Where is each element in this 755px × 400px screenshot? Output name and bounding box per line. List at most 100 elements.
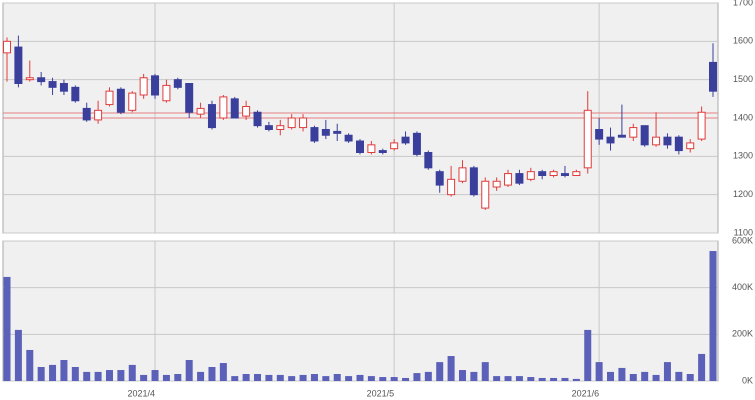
volume-bar xyxy=(709,251,717,381)
volume-bar xyxy=(618,367,626,381)
volume-bar xyxy=(675,371,683,381)
volume-bar xyxy=(49,364,57,381)
y-tick-label: 200K xyxy=(732,329,753,339)
volume-bar xyxy=(641,371,649,381)
volume-bar xyxy=(83,371,91,381)
volume-bar xyxy=(333,374,341,381)
candle-body xyxy=(652,136,661,146)
volume-bar xyxy=(527,377,535,381)
candle-body xyxy=(412,132,421,155)
y-tick-label: 1600 xyxy=(733,36,753,46)
candle-body xyxy=(515,173,524,184)
candle-body xyxy=(606,136,615,144)
volume-bar xyxy=(436,362,444,381)
candle-body xyxy=(128,92,137,111)
y-tick-label: 1700 xyxy=(733,0,753,7)
volume-bar xyxy=(595,362,603,381)
candle-body xyxy=(230,98,239,119)
volume-bar xyxy=(515,376,523,381)
candle-body xyxy=(276,125,285,130)
candle-body xyxy=(526,171,535,180)
candle-body xyxy=(185,83,194,113)
candle-body xyxy=(640,125,649,146)
volume-bar xyxy=(265,374,273,381)
y-tick-label: 1500 xyxy=(733,74,753,84)
volume-bar xyxy=(322,376,330,381)
volume-bar xyxy=(231,376,239,381)
volume-bar xyxy=(686,374,694,381)
volume-bar xyxy=(128,364,136,381)
volume-bar xyxy=(424,371,432,381)
volume-bar xyxy=(71,367,79,381)
volume-bar xyxy=(367,376,375,381)
candle-body xyxy=(37,77,46,83)
candle-body xyxy=(686,142,695,150)
y-tick-label: 1400 xyxy=(733,112,753,122)
volume-bar xyxy=(219,363,227,381)
candle-body xyxy=(435,171,444,186)
volume-bar xyxy=(276,374,284,381)
y-tick-label: 400K xyxy=(732,282,753,292)
candle-body xyxy=(401,136,410,144)
candle-body xyxy=(469,167,478,196)
candle-body xyxy=(595,129,604,140)
y-tick-label: 1300 xyxy=(733,151,753,161)
volume-bar xyxy=(447,356,455,381)
candle-body xyxy=(344,134,353,142)
volume-bar xyxy=(402,377,410,381)
x-tick-label: 2021/5 xyxy=(367,388,395,398)
candle-body xyxy=(333,130,342,134)
volume-bar xyxy=(652,374,660,381)
candle-body xyxy=(492,180,501,188)
volume-bar xyxy=(185,360,193,381)
volume-bar xyxy=(94,371,102,381)
candle-body xyxy=(173,79,182,88)
y-tick-label: 600K xyxy=(732,235,753,245)
candle-body xyxy=(367,144,376,153)
candle-body xyxy=(709,61,717,92)
volume-bar xyxy=(698,353,706,381)
volume-bar xyxy=(288,376,296,381)
y-tick-label: 0K xyxy=(742,375,753,385)
candle-body xyxy=(151,75,160,96)
volume-bar xyxy=(140,374,148,381)
candle-body xyxy=(447,178,456,196)
volume-bar xyxy=(37,367,45,381)
candle-body xyxy=(25,77,34,81)
candle-body xyxy=(3,40,11,54)
candle-body xyxy=(94,109,103,121)
candle-body xyxy=(105,90,114,106)
candle-body xyxy=(697,111,706,140)
volume-bar xyxy=(162,374,170,381)
candle-body xyxy=(162,84,171,102)
candle-body xyxy=(560,173,569,176)
volume-bar xyxy=(607,371,615,381)
candle-body xyxy=(538,171,547,177)
y-tick-label: 1200 xyxy=(733,189,753,199)
candle-body xyxy=(139,77,148,96)
volume-bar xyxy=(14,329,22,381)
candle-body xyxy=(71,86,80,102)
volume-bar xyxy=(26,349,34,381)
x-tick-label: 2021/4 xyxy=(128,388,156,398)
candle-body xyxy=(48,81,57,88)
volume-bar xyxy=(458,370,466,381)
candle-body xyxy=(116,88,125,113)
volume-bar xyxy=(470,371,478,381)
volume-bar xyxy=(174,374,182,381)
candle-body xyxy=(583,109,592,169)
volume-bar xyxy=(299,374,307,381)
candle-body xyxy=(356,140,364,153)
volume-bar xyxy=(242,374,250,381)
candle-body xyxy=(59,83,68,92)
volume-bar xyxy=(413,373,421,381)
candle-body xyxy=(458,167,467,182)
candle-body xyxy=(424,152,433,169)
candle-body xyxy=(481,180,490,209)
candle-body xyxy=(572,171,581,177)
volume-bar xyxy=(493,376,501,381)
y-tick-label: 1100 xyxy=(734,227,753,237)
volume-bar xyxy=(572,378,580,381)
candle-body xyxy=(264,125,273,130)
